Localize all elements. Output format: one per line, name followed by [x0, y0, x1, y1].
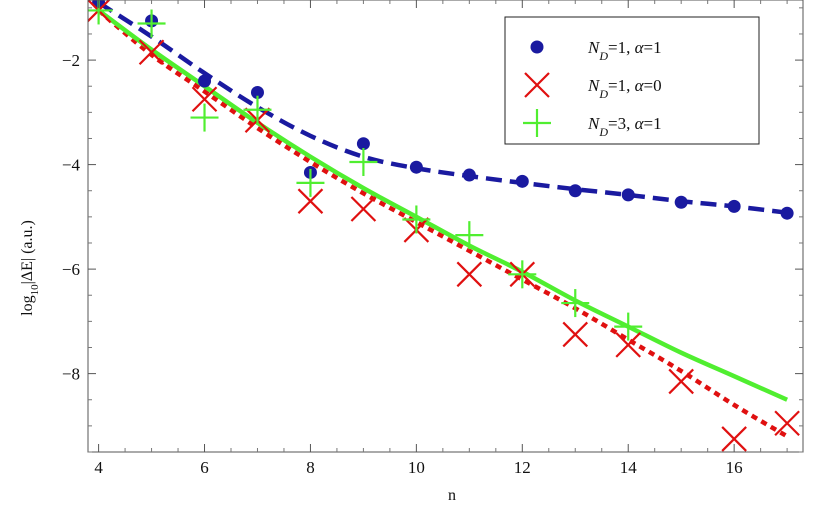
data-point-2-4 [296, 168, 325, 197]
data-point-0-7 [462, 168, 476, 182]
data-point-1-12 [721, 426, 747, 452]
data-point-2-7 [455, 221, 484, 250]
data-point-2-10 [614, 312, 643, 341]
data-point-1-5 [350, 196, 377, 222]
data-point-0-3 [250, 85, 264, 99]
legend-label-nd3-a1: ND=3, α=1 [587, 114, 662, 139]
data-point-0-8 [515, 174, 529, 188]
data-point-2-2 [190, 103, 219, 132]
data-point-2-9 [561, 289, 590, 318]
legend: ND=1, α=1 ND=1, α=0 ND=3, α=1 [504, 16, 760, 145]
fit-line-1 [97, 8, 789, 439]
data-point-1-4 [297, 188, 324, 214]
data-point-0-10 [621, 188, 635, 202]
x-tick-label-8: 8 [306, 458, 315, 477]
legend-marker-1 [524, 72, 550, 98]
data-point-2-5 [349, 147, 378, 176]
data-point-2-1 [137, 9, 166, 38]
data-point-1-10 [615, 332, 642, 358]
data-point-0-5 [356, 137, 370, 151]
x-tick-label-4: 4 [94, 458, 103, 477]
data-point-1-7 [456, 261, 483, 288]
legend-label-nd1-a1: ND=1, α=1 [587, 38, 662, 63]
data-point-0-13 [780, 206, 794, 220]
axis-ticks [88, 0, 803, 453]
legend-marker-0 [530, 40, 544, 54]
y-tick-label--6: −6 [62, 260, 80, 279]
legend-label-nd1-a0: ND=1, α=0 [587, 76, 662, 101]
x-tick-label-12: 12 [514, 458, 531, 477]
y-tick-label--2: −2 [62, 51, 80, 70]
data-point-1-9 [562, 321, 589, 348]
data-point-0-2 [198, 74, 212, 88]
data-markers [88, 0, 800, 452]
y-tick-label--4: −4 [62, 156, 81, 175]
tick-labels: 4 6 8 10 12 14 16 −2 −4 −6 −8 [62, 51, 743, 477]
data-point-2-3 [243, 95, 272, 124]
data-point-1-11 [668, 368, 694, 395]
plot-frame [87, 0, 804, 453]
y-tick-label--8: −8 [62, 365, 80, 384]
legend-marker-2 [523, 109, 551, 137]
x-tick-label-6: 6 [200, 458, 209, 477]
x-tick-label-10: 10 [408, 458, 425, 477]
data-point-1-1 [138, 39, 165, 66]
data-point-1-13 [774, 410, 800, 437]
data-point-1-2 [191, 86, 218, 113]
legend-markers [523, 40, 551, 137]
data-point-0-11 [674, 195, 688, 209]
y-axis-title: log10|ΔE| (a.u.) [19, 220, 41, 316]
x-axis-title: n [448, 487, 456, 504]
data-point-2-6 [402, 205, 431, 234]
x-tick-label-16: 16 [726, 458, 743, 477]
fit-line-0 [97, 0, 788, 215]
data-point-0-6 [409, 160, 423, 174]
data-point-2-8 [508, 260, 537, 289]
data-point-0-12 [727, 199, 741, 213]
data-point-0-9 [568, 184, 582, 198]
x-tick-label-14: 14 [620, 458, 638, 477]
